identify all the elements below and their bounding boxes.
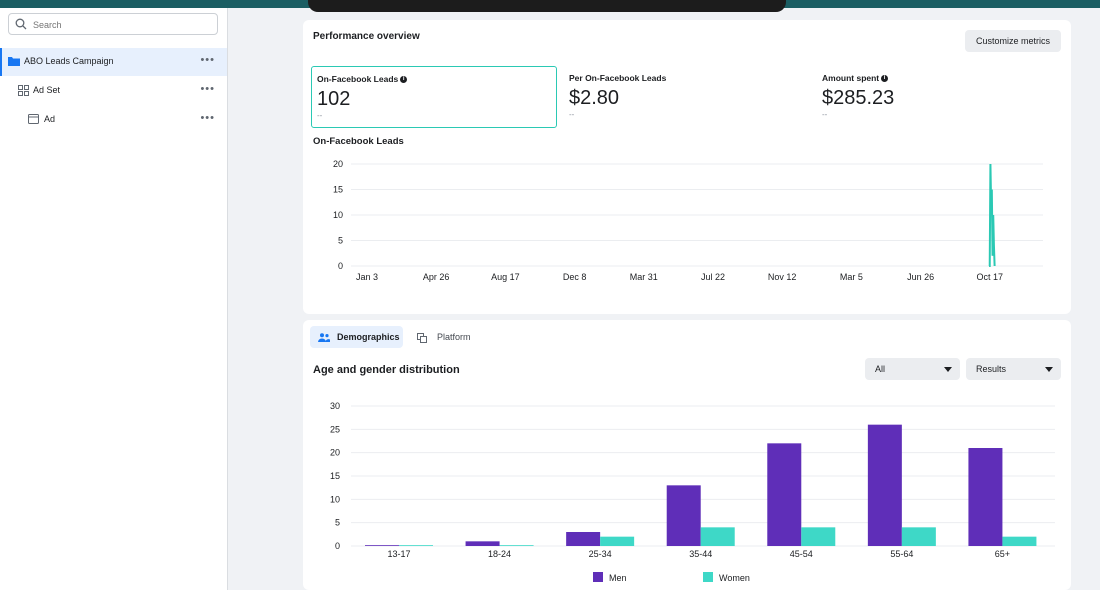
search-box[interactable] bbox=[8, 13, 218, 35]
tab-platform[interactable]: Platform bbox=[410, 326, 480, 348]
bar-women-13-17 bbox=[399, 545, 433, 546]
x-tick-label: Dec 8 bbox=[563, 272, 587, 282]
sidebar-item-label: Ad Set bbox=[33, 85, 61, 95]
y-tick-label: 10 bbox=[330, 494, 340, 504]
more-options-icon[interactable]: ••• bbox=[200, 54, 215, 66]
gender-filter-select[interactable]: All bbox=[865, 358, 960, 380]
metric-value: $285.23 bbox=[822, 87, 895, 109]
bar-men-13-17 bbox=[365, 545, 399, 546]
select-value: Results bbox=[976, 364, 1007, 374]
breakdown-card: Demographics Platform Age and gender dis… bbox=[303, 320, 1071, 590]
tab-demographics[interactable]: Demographics bbox=[310, 326, 403, 348]
bar-men-18-24 bbox=[465, 541, 500, 546]
x-tick-label: Apr 26 bbox=[423, 272, 450, 282]
ad-icon bbox=[28, 114, 39, 124]
x-tick-label: 35-44 bbox=[689, 549, 712, 559]
line-chart-title: On-Facebook Leads bbox=[313, 136, 404, 147]
metric-label: Per On-Facebook Leads bbox=[569, 73, 667, 83]
y-tick-label: 0 bbox=[335, 541, 340, 551]
metric-leads[interactable]: On-Facebook Leads i 102 -- bbox=[311, 66, 557, 128]
bar-women-55-64 bbox=[901, 527, 936, 546]
leads-series-line bbox=[988, 163, 996, 267]
y-tick-label: 5 bbox=[335, 518, 340, 528]
more-options-icon[interactable]: ••• bbox=[200, 83, 215, 95]
info-icon[interactable]: i bbox=[400, 76, 408, 84]
search-input[interactable] bbox=[31, 16, 215, 34]
top-bar-handle bbox=[308, 0, 786, 12]
metric-label: On-Facebook Leads i bbox=[317, 74, 408, 84]
x-tick-label: Mar 31 bbox=[630, 272, 658, 282]
bar-women-65+ bbox=[1002, 536, 1037, 546]
grid-icon bbox=[18, 85, 29, 96]
chevron-down-icon bbox=[1045, 367, 1053, 372]
sidebar-item-ad[interactable]: Ad ••• bbox=[0, 106, 227, 134]
people-icon bbox=[318, 333, 330, 342]
bar-men-65+ bbox=[968, 448, 1003, 546]
search-icon bbox=[15, 18, 27, 30]
x-tick-label: Aug 17 bbox=[491, 272, 520, 282]
age-gender-bar-chart: 0 5 10 15 20 25 30 13-17 18-24 25-34 35-44 45-54 55-… bbox=[330, 401, 1055, 583]
x-tick-label: 65+ bbox=[995, 549, 1010, 559]
x-tick-label: Jun 26 bbox=[907, 272, 934, 282]
metric-amount-spent[interactable]: Amount spent i $285.23 -- bbox=[817, 66, 1063, 128]
bar-men-35-44 bbox=[666, 485, 701, 546]
sidebar-item-campaign[interactable]: ABO Leads Campaign ••• bbox=[0, 48, 227, 76]
chevron-down-icon bbox=[944, 367, 952, 372]
y-tick-label: 15 bbox=[330, 471, 340, 481]
platform-icon bbox=[417, 333, 427, 343]
y-tick-label: 10 bbox=[333, 210, 343, 220]
bar-women-18-24 bbox=[499, 545, 534, 546]
metric-filter-select[interactable]: Results bbox=[966, 358, 1061, 380]
x-tick-label: 45-54 bbox=[790, 549, 813, 559]
y-tick-label: 15 bbox=[333, 185, 343, 195]
x-tick-label: Jan 3 bbox=[356, 272, 378, 282]
bar-men-45-54 bbox=[767, 443, 802, 546]
y-tick-label: 5 bbox=[338, 236, 343, 246]
x-tick-label: 25-34 bbox=[589, 549, 612, 559]
sidebar: ABO Leads Campaign ••• Ad Set ••• Ad ••• bbox=[0, 8, 228, 590]
legend-label-men: Men bbox=[609, 573, 627, 583]
x-tick-label: 13-17 bbox=[387, 549, 410, 559]
x-tick-label: Mar 5 bbox=[840, 272, 863, 282]
x-tick-label: Jul 22 bbox=[701, 272, 725, 282]
sidebar-item-label: ABO Leads Campaign bbox=[24, 56, 114, 66]
metric-cost-per-lead[interactable]: Per On-Facebook Leads $2.80 -- bbox=[564, 66, 810, 128]
tab-label: Platform bbox=[437, 332, 471, 342]
y-tick-label: 30 bbox=[330, 401, 340, 411]
sidebar-item-adset[interactable]: Ad Set ••• bbox=[0, 77, 227, 105]
y-tick-label: 20 bbox=[333, 159, 343, 169]
sidebar-item-label: Ad bbox=[44, 114, 56, 124]
info-icon[interactable]: i bbox=[881, 75, 889, 83]
metric-value: 102 bbox=[317, 88, 351, 110]
legend-swatch-women bbox=[703, 572, 713, 582]
customize-metrics-button[interactable]: Customize metrics bbox=[965, 30, 1061, 52]
x-tick-label: 18-24 bbox=[488, 549, 511, 559]
legend-label-women: Women bbox=[719, 573, 750, 583]
performance-title: Performance overview bbox=[313, 31, 420, 42]
x-tick-label: Nov 12 bbox=[768, 272, 797, 282]
y-tick-label: 0 bbox=[338, 261, 343, 271]
metric-comparison: -- bbox=[317, 111, 323, 120]
bar-women-45-54 bbox=[801, 527, 836, 546]
x-tick-label: 55-64 bbox=[890, 549, 913, 559]
metric-comparison: -- bbox=[822, 110, 828, 119]
bar-men-25-34 bbox=[566, 532, 601, 546]
x-tick-label: Oct 17 bbox=[977, 272, 1004, 282]
bar-men-55-64 bbox=[867, 424, 902, 546]
bar-women-35-44 bbox=[700, 527, 735, 546]
bar-women-25-34 bbox=[600, 536, 635, 546]
performance-card: Performance overview Customize metrics O… bbox=[303, 20, 1071, 314]
leads-line-chart: 0 5 10 15 20 Jan 3 Apr 26 Aug 17 Dec 8 Mar 31 Jul … bbox=[333, 159, 1043, 282]
legend-swatch-men bbox=[593, 572, 603, 582]
more-options-icon[interactable]: ••• bbox=[200, 112, 215, 124]
folder-icon bbox=[8, 57, 20, 66]
distribution-title: Age and gender distribution bbox=[313, 364, 460, 376]
tab-label: Demographics bbox=[337, 332, 400, 342]
y-tick-label: 20 bbox=[330, 448, 340, 458]
metric-comparison: -- bbox=[569, 110, 575, 119]
select-value: All bbox=[875, 364, 886, 374]
y-tick-label: 25 bbox=[330, 424, 340, 434]
metric-label: Amount spent i bbox=[822, 73, 889, 83]
metric-value: $2.80 bbox=[569, 87, 620, 109]
